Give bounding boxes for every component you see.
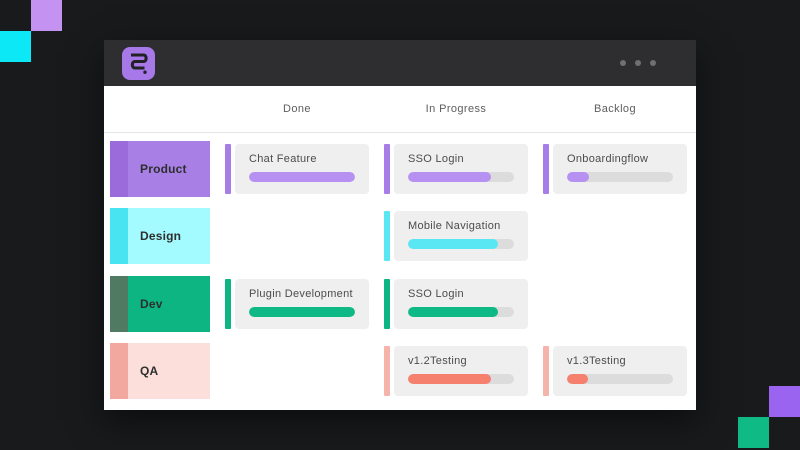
window-menu-dots[interactable] xyxy=(620,60,656,66)
task-title: SSO Login xyxy=(408,152,464,165)
empty-cell xyxy=(225,211,369,261)
task-title: Plugin Development xyxy=(249,287,353,300)
card-accent-bar xyxy=(384,278,390,329)
task-card[interactable]: v1.2Testing xyxy=(384,346,528,397)
task-title: Chat Feature xyxy=(249,152,317,165)
decor-square-purple xyxy=(31,0,62,31)
row-product: Product Chat Feature xyxy=(104,135,696,203)
row-label-text: QA xyxy=(140,364,159,379)
task-title: SSO Login xyxy=(408,287,464,300)
row-label-design: Design xyxy=(110,208,210,265)
progress-fill xyxy=(249,171,355,182)
app-window: Done In Progress Backlog Product Chat Fe… xyxy=(104,40,696,410)
task-card[interactable]: Plugin Development xyxy=(225,278,369,329)
progress-track xyxy=(408,306,514,317)
progress-fill xyxy=(567,171,590,182)
row-label-product: Product xyxy=(110,140,210,197)
empty-cell xyxy=(225,346,369,396)
decor-square-green xyxy=(738,417,769,448)
task-title: Mobile Navigation xyxy=(408,220,501,233)
kanban-board: Done In Progress Backlog Product Chat Fe… xyxy=(104,86,696,410)
column-header-backlog: Backlog xyxy=(594,103,636,115)
row-label-qa: QA xyxy=(110,343,210,400)
empty-cell xyxy=(543,279,687,329)
progress-fill xyxy=(408,306,499,317)
task-title: v1.3Testing xyxy=(567,355,626,368)
column-headers: Done In Progress Backlog xyxy=(104,86,696,133)
task-title: Onboardingflow xyxy=(567,152,649,165)
column-header-in-progress: In Progress xyxy=(425,103,487,115)
progress-track xyxy=(408,171,514,182)
row-label-strip xyxy=(110,140,128,197)
progress-fill xyxy=(249,306,355,317)
card-accent-bar xyxy=(384,346,390,397)
progress-fill xyxy=(408,239,499,250)
task-card[interactable]: Chat Feature xyxy=(225,143,369,194)
progress-track xyxy=(567,171,673,182)
card-accent-bar xyxy=(225,278,231,329)
card-accent-bar xyxy=(225,143,231,194)
row-label-strip xyxy=(110,208,128,265)
row-label-strip xyxy=(110,275,128,332)
decor-square-purple-2 xyxy=(769,386,800,417)
row-label-text: Product xyxy=(140,161,187,176)
progress-track xyxy=(408,374,514,385)
task-card[interactable]: Mobile Navigation xyxy=(384,211,528,262)
progress-fill xyxy=(408,374,491,385)
board-rows: Product Chat Feature xyxy=(104,133,696,410)
row-label-text: Dev xyxy=(140,296,163,311)
task-title: v1.2Testing xyxy=(408,355,467,368)
progress-fill xyxy=(408,171,491,182)
card-accent-bar xyxy=(543,143,549,194)
menu-dot xyxy=(635,60,641,66)
task-card[interactable]: v1.3Testing xyxy=(543,346,687,397)
row-label-text: Design xyxy=(140,229,182,244)
card-accent-bar xyxy=(543,346,549,397)
squiggle-2-logo-icon xyxy=(127,50,151,76)
progress-track xyxy=(249,171,355,182)
row-qa: QA v1.2Testing xyxy=(104,338,696,406)
row-dev: Dev Plugin Development xyxy=(104,270,696,338)
window-titlebar xyxy=(104,40,696,86)
decor-square-cyan xyxy=(0,31,31,62)
app-logo xyxy=(122,46,155,80)
progress-track xyxy=(567,374,673,385)
row-label-strip xyxy=(110,343,128,400)
row-design: Design Mobile Navigation xyxy=(104,203,696,271)
row-label-dev: Dev xyxy=(110,275,210,332)
card-accent-bar xyxy=(384,211,390,262)
task-card[interactable]: SSO Login xyxy=(384,278,528,329)
menu-dot xyxy=(620,60,626,66)
task-card[interactable]: Onboardingflow xyxy=(543,143,687,194)
progress-fill xyxy=(567,374,589,385)
progress-track xyxy=(249,306,355,317)
menu-dot xyxy=(650,60,656,66)
card-accent-bar xyxy=(384,143,390,194)
progress-track xyxy=(408,239,514,250)
empty-cell xyxy=(543,211,687,261)
task-card[interactable]: SSO Login xyxy=(384,143,528,194)
column-header-done: Done xyxy=(283,103,311,115)
